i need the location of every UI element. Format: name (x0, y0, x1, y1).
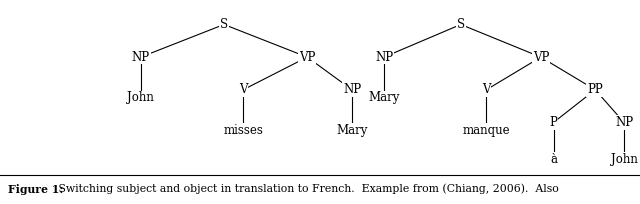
Text: PP: PP (588, 83, 603, 96)
Text: NP: NP (615, 116, 633, 129)
Text: S: S (457, 18, 465, 31)
Text: NP: NP (132, 51, 150, 64)
Text: VP: VP (299, 51, 316, 64)
Text: Mary: Mary (336, 124, 368, 137)
Text: Figure 1:: Figure 1: (8, 184, 63, 195)
Text: NP: NP (343, 83, 361, 96)
Text: VP: VP (532, 51, 549, 64)
Text: Mary: Mary (368, 91, 400, 104)
Text: John: John (127, 91, 154, 104)
Text: Switching subject and object in translation to French.  Example from (Chiang, 20: Switching subject and object in translat… (55, 184, 559, 194)
Text: John: John (611, 153, 637, 166)
Text: misses: misses (223, 124, 263, 137)
Text: V: V (482, 83, 491, 96)
Text: NP: NP (375, 51, 393, 64)
Text: à: à (550, 153, 557, 166)
Text: S: S (220, 18, 228, 31)
Text: V: V (239, 83, 248, 96)
Text: manque: manque (463, 124, 510, 137)
Text: P: P (550, 116, 557, 129)
